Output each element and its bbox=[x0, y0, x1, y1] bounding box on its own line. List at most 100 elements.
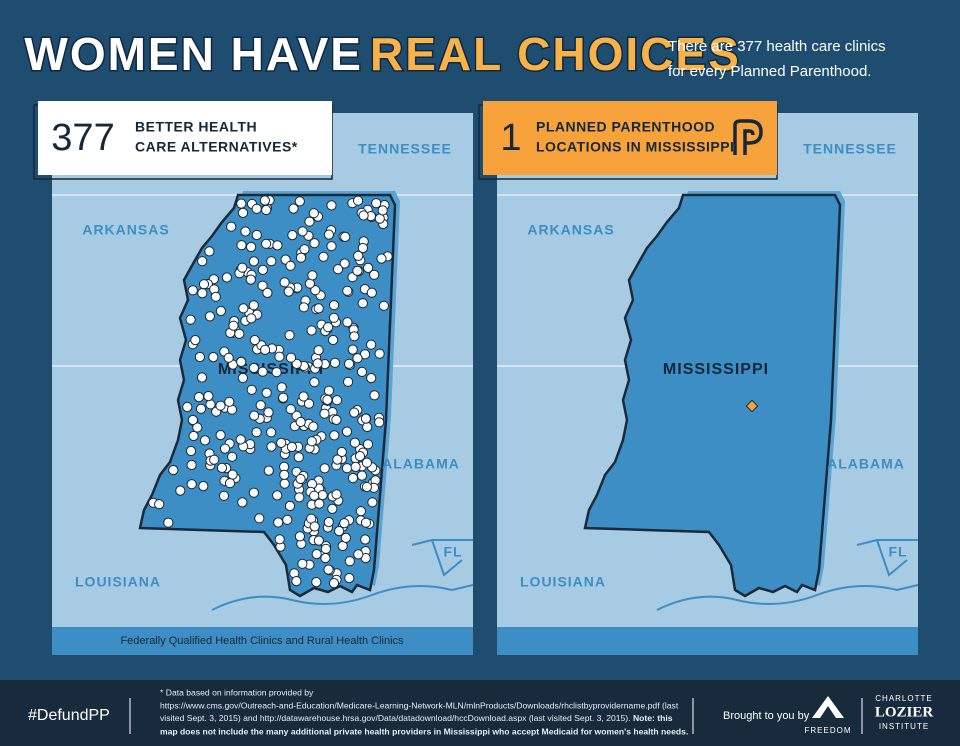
clinic-dot bbox=[295, 252, 307, 263]
clinic-dot bbox=[224, 396, 235, 407]
clinic-dot bbox=[298, 391, 309, 402]
clinic-dot bbox=[352, 265, 363, 276]
clinic-dot bbox=[344, 358, 355, 369]
clinic-dot bbox=[266, 256, 277, 267]
clinic-dot bbox=[266, 441, 277, 452]
clinic-dot bbox=[262, 287, 273, 298]
brought-by: Brought to you by bbox=[723, 710, 810, 722]
clinic-dot bbox=[314, 498, 325, 509]
clinic-dot bbox=[215, 430, 226, 441]
hashtag: #DefundPP bbox=[28, 707, 110, 724]
clinic-dot bbox=[274, 534, 285, 545]
state-label: MISSISSIPPI bbox=[663, 361, 769, 378]
clinic-dot bbox=[263, 465, 274, 476]
count-box: 377 BETTER HEALTH CARE ALTERNATIVES* bbox=[33, 101, 333, 180]
clinic-dot bbox=[356, 470, 368, 481]
clinic-dot bbox=[261, 238, 272, 249]
note-bold: Note: this bbox=[633, 713, 673, 723]
clinic-dot bbox=[263, 407, 274, 418]
clinic-dot bbox=[343, 376, 354, 387]
state-label: TENNESSEE bbox=[803, 141, 897, 157]
clinic-dot bbox=[357, 242, 368, 254]
clinic-dot bbox=[248, 300, 259, 311]
clinic-dot bbox=[215, 305, 226, 317]
clinic-dot bbox=[339, 518, 350, 529]
clinic-dot bbox=[340, 532, 351, 544]
clinic-dot bbox=[208, 352, 219, 363]
clinic-dot bbox=[185, 314, 196, 325]
box-label: LOCATIONS IN MISSISSIPPI bbox=[536, 139, 734, 155]
clinic-dot bbox=[310, 285, 321, 296]
clinic-dot bbox=[313, 303, 324, 314]
map-panel: TENNESSEE ARKANSAS LOUISIANA ALABAMA FL MISSI… bbox=[497, 113, 919, 655]
clinic-dot bbox=[304, 216, 315, 227]
clinic-dot bbox=[374, 348, 385, 359]
state-label: TENNESSEE bbox=[358, 141, 452, 157]
clinic-dot bbox=[309, 238, 320, 249]
coastline bbox=[211, 538, 474, 611]
clinic-dot bbox=[309, 377, 320, 388]
clinic-dot bbox=[279, 277, 290, 288]
clinic-dot bbox=[272, 240, 283, 251]
clinic-dot bbox=[226, 221, 237, 232]
title-part1: WOMEN HAVE bbox=[24, 28, 363, 80]
clinic-dot bbox=[342, 317, 353, 328]
clinic-dot bbox=[255, 400, 266, 411]
clinic-dot bbox=[323, 564, 334, 575]
clinic-dot bbox=[248, 362, 259, 374]
clinic-dot bbox=[371, 198, 382, 209]
clinic-dot bbox=[186, 459, 197, 471]
clinic-dot bbox=[288, 203, 299, 214]
clinic-dot bbox=[185, 445, 197, 457]
clinic-dot bbox=[294, 531, 305, 542]
clinic-dot bbox=[237, 262, 248, 273]
clinic-dot bbox=[246, 241, 257, 253]
clinic-dot bbox=[369, 269, 380, 280]
note-text: visited Sept. 3, 2015) and http://datawa… bbox=[160, 713, 631, 723]
clinic-dot bbox=[274, 351, 285, 362]
clinic-dot bbox=[295, 416, 306, 428]
clinic-dot bbox=[341, 426, 353, 437]
clinic-dot bbox=[190, 335, 201, 346]
clinic-dot bbox=[361, 457, 372, 468]
clinic-dot bbox=[328, 312, 339, 323]
note: * Data based on information provided by bbox=[160, 687, 314, 697]
clinic-dot bbox=[204, 246, 215, 257]
box-label: BETTER HEALTH bbox=[135, 119, 257, 135]
clinic-dot bbox=[349, 437, 360, 448]
clinic-dot bbox=[319, 463, 330, 474]
clinic-dot bbox=[329, 357, 341, 368]
subtitle: There are 377 health care clinics bbox=[668, 38, 886, 55]
clinic-dot bbox=[271, 367, 282, 378]
clinic-dot bbox=[367, 497, 378, 508]
clinic-dot bbox=[205, 399, 216, 410]
clinic-dot bbox=[210, 291, 221, 302]
clinic-dot bbox=[336, 446, 347, 458]
box bbox=[38, 101, 332, 175]
clinic-dot bbox=[293, 452, 304, 463]
clinic-dot bbox=[227, 451, 238, 462]
clinic-dot bbox=[199, 435, 211, 446]
box-label: PLANNED PARENTHOOD bbox=[536, 119, 715, 135]
clinic-dot bbox=[285, 352, 297, 363]
clinic-dot bbox=[309, 521, 320, 532]
clinic-dot bbox=[317, 490, 328, 501]
box bbox=[483, 101, 777, 175]
clinic-dot bbox=[279, 469, 290, 480]
clinic-dot bbox=[362, 421, 373, 433]
clinic-dot bbox=[196, 372, 208, 383]
clinic-dot bbox=[246, 313, 257, 324]
clinic-dot bbox=[342, 285, 353, 296]
clinic-dot bbox=[295, 473, 306, 485]
state-label: ARKANSAS bbox=[82, 222, 169, 238]
clinic-dot bbox=[323, 517, 334, 528]
logo-icon bbox=[812, 696, 844, 718]
clinic-dot bbox=[285, 404, 296, 415]
clinic-dot bbox=[228, 320, 239, 331]
clinic-dot bbox=[204, 311, 215, 322]
clinic-dot bbox=[287, 230, 298, 241]
clinic-dot bbox=[306, 325, 317, 336]
clinic-dot bbox=[378, 300, 389, 311]
clinic-dot bbox=[331, 414, 342, 425]
clinic-dot bbox=[219, 443, 231, 454]
